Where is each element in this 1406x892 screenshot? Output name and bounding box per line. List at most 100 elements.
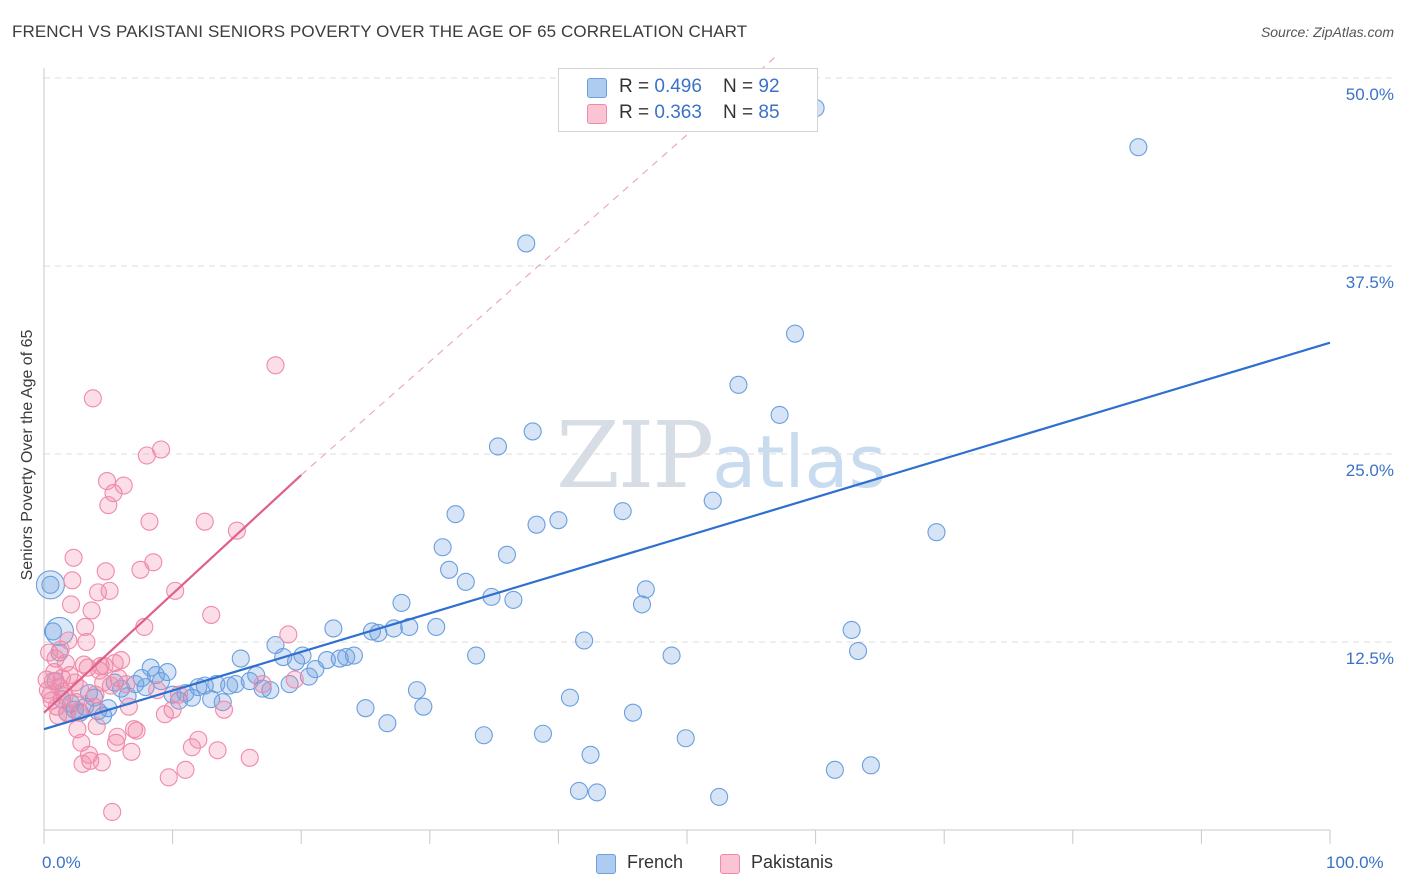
pakistani-point xyxy=(68,720,87,739)
grid-lines xyxy=(44,77,1395,643)
french-point xyxy=(427,617,446,637)
pakistani-trend-extension xyxy=(300,55,778,476)
pakistani-point xyxy=(163,700,182,719)
pakistani-point xyxy=(117,675,136,694)
pakistani-point xyxy=(51,640,70,659)
correlation-legend: R = 0.496 N = 92 R = 0.363 N = 85 xyxy=(558,68,818,132)
french-point xyxy=(344,646,363,665)
y-tick-label-3: 50.0% xyxy=(1345,85,1394,104)
pakistani-point xyxy=(140,512,159,531)
french-point xyxy=(43,622,63,641)
y-axis-label: Seniors Poverty Over the Age of 65 xyxy=(19,329,36,581)
watermark-atlas: atlas xyxy=(712,420,887,504)
pakistani-point xyxy=(87,717,106,736)
legend-pakistani-n-value: 85 xyxy=(758,102,780,123)
french-point xyxy=(560,688,580,707)
french-point xyxy=(136,678,155,697)
french-point xyxy=(226,675,245,694)
pakistani-point xyxy=(182,738,201,757)
french-point xyxy=(407,681,426,700)
french-point xyxy=(146,666,165,685)
pakistani-point xyxy=(159,768,178,787)
french-point xyxy=(770,405,789,424)
french-point xyxy=(729,375,748,394)
french-point xyxy=(662,646,681,665)
pakistani-point xyxy=(202,605,221,624)
french-point xyxy=(549,511,568,530)
pakistani-point xyxy=(83,389,102,408)
pakistani-point xyxy=(82,601,101,620)
french-point xyxy=(504,590,523,609)
pakistani-point xyxy=(176,760,195,779)
french-point xyxy=(842,620,861,640)
pakistani-point xyxy=(195,512,214,531)
pakistani-point xyxy=(88,583,108,602)
french-point xyxy=(330,649,349,668)
french-point xyxy=(41,575,60,594)
french-point xyxy=(497,545,517,564)
legend-pakistani-r-value: 0.363 xyxy=(654,102,702,123)
french-point xyxy=(636,580,655,599)
french-point xyxy=(676,729,695,748)
pakistani-point xyxy=(63,571,82,590)
pakistani-point xyxy=(64,548,83,567)
pakistani-point xyxy=(144,553,163,572)
legend-swatch-french xyxy=(587,78,607,98)
pakistani-point xyxy=(122,742,141,761)
french-point xyxy=(785,324,805,343)
pakistani-point xyxy=(46,649,65,668)
pakistani-point xyxy=(266,356,285,375)
french-point xyxy=(1129,138,1148,157)
watermark-zip: ZIP xyxy=(556,402,714,509)
pakistani-point xyxy=(114,476,133,495)
legend-pakistani-r-label: R = xyxy=(619,102,655,123)
french-point xyxy=(414,697,433,716)
y-tick-label-2: 37.5% xyxy=(1345,273,1394,292)
french-point xyxy=(392,593,411,612)
pakistani-point xyxy=(92,753,111,772)
chart-title: FRENCH VS PAKISTANI SENIORS POVERTY OVER… xyxy=(12,22,748,41)
french-point xyxy=(467,646,486,665)
pakistani-point xyxy=(104,484,123,503)
pakistani-point xyxy=(208,741,227,760)
pakistani-point xyxy=(106,733,126,752)
pakistani-point xyxy=(285,670,304,689)
pakistani-point xyxy=(56,654,75,673)
pakistani-point xyxy=(119,697,138,716)
french-point xyxy=(213,693,232,712)
legend-swatch-pakistani xyxy=(587,104,607,124)
french-points-group xyxy=(35,99,1148,806)
french-point-large xyxy=(44,616,74,647)
french-point xyxy=(613,502,632,521)
bottom-legend-label-pakistani: Pakistanis xyxy=(751,852,834,872)
legend-french-r-value: 0.496 xyxy=(654,76,702,97)
french-point xyxy=(231,649,250,668)
pakistani-point xyxy=(96,562,115,581)
french-point xyxy=(158,663,177,682)
french-point xyxy=(337,647,356,667)
french-point xyxy=(848,641,868,661)
french-point xyxy=(703,491,722,510)
pakistani-point xyxy=(77,632,96,652)
french-point xyxy=(623,703,643,722)
pakistani-point xyxy=(103,802,122,822)
french-point xyxy=(189,678,208,697)
x-tick-label-max: 100.0% xyxy=(1326,853,1384,872)
french-point xyxy=(356,699,375,718)
pakistani-point xyxy=(214,700,234,719)
legend-french-n-value: 92 xyxy=(758,76,780,97)
pakistani-point xyxy=(76,617,95,637)
x-tick-label-min: 0.0% xyxy=(42,853,81,872)
french-point xyxy=(378,714,397,733)
french-point xyxy=(710,787,729,806)
french-point xyxy=(456,572,475,591)
pakistani-point xyxy=(151,440,171,459)
french-point xyxy=(220,676,239,695)
french-point xyxy=(927,523,946,542)
french-point xyxy=(517,234,536,253)
pakistani-points-group xyxy=(37,356,304,822)
french-point xyxy=(132,669,151,688)
pakistani-point xyxy=(227,521,246,540)
french-point xyxy=(523,422,542,441)
